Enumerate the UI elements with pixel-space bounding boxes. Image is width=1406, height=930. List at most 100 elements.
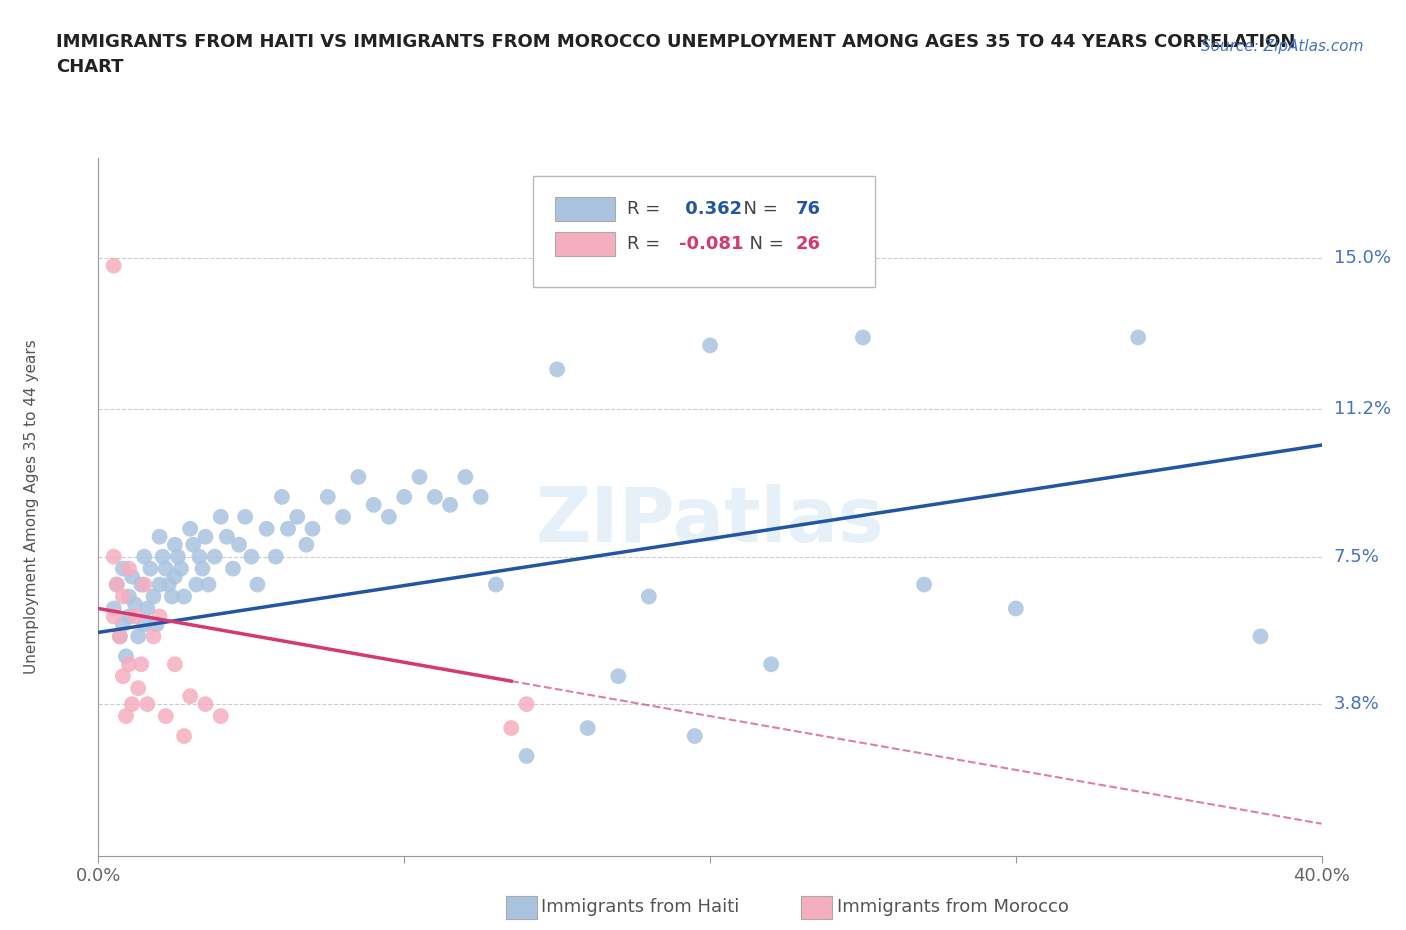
Point: [163, 538, 186, 552]
Point: [142, 629, 165, 644]
Point: [149, 529, 172, 544]
Point: [228, 538, 250, 552]
Point: [194, 697, 217, 711]
Text: Immigrants from Haiti: Immigrants from Haiti: [541, 897, 740, 916]
Point: [683, 728, 706, 743]
Point: [103, 609, 125, 624]
Point: [222, 561, 245, 576]
Text: ZIPatlas: ZIPatlas: [536, 484, 884, 558]
Text: CHART: CHART: [56, 58, 124, 75]
Text: Unemployment Among Ages 35 to 44 years: Unemployment Among Ages 35 to 44 years: [24, 339, 38, 674]
Point: [546, 362, 568, 377]
Point: [115, 649, 138, 664]
Point: [163, 657, 186, 671]
Point: [699, 338, 721, 352]
Point: [295, 538, 318, 552]
Point: [152, 550, 174, 565]
Point: [301, 522, 323, 537]
Point: [111, 669, 134, 684]
Point: [470, 489, 492, 504]
Point: [173, 589, 195, 604]
Point: [363, 498, 385, 512]
Text: N =: N =: [733, 200, 783, 218]
Point: [170, 561, 193, 576]
Point: [145, 617, 167, 631]
Point: [167, 550, 190, 565]
Point: [179, 689, 201, 704]
Point: [103, 259, 125, 273]
Point: [129, 578, 152, 592]
Point: [209, 709, 232, 724]
Point: [157, 578, 180, 592]
Point: [852, 330, 875, 345]
Point: [516, 749, 538, 764]
Point: [155, 709, 177, 724]
Point: [759, 657, 782, 671]
Point: [173, 728, 195, 743]
Point: [408, 470, 430, 485]
Point: [277, 522, 299, 537]
Text: 76: 76: [796, 200, 821, 218]
Point: [124, 597, 146, 612]
Text: R =: R =: [627, 235, 666, 253]
Point: [160, 589, 183, 604]
Point: [485, 578, 508, 592]
Point: [103, 601, 125, 616]
Point: [378, 510, 401, 525]
Point: [134, 617, 156, 631]
Point: [215, 529, 238, 544]
Point: [209, 510, 232, 525]
Text: N =: N =: [738, 235, 790, 253]
Point: [246, 578, 269, 592]
Point: [1249, 629, 1271, 644]
Point: [204, 550, 226, 565]
Point: [118, 589, 141, 604]
Point: [115, 709, 138, 724]
Point: [103, 550, 125, 565]
Point: [179, 522, 201, 537]
Point: [423, 489, 446, 504]
Point: [186, 578, 208, 592]
Point: [454, 470, 477, 485]
Point: [285, 510, 308, 525]
Text: 3.8%: 3.8%: [1334, 695, 1379, 713]
Point: [194, 529, 217, 544]
Point: [121, 569, 143, 584]
Point: [136, 697, 159, 711]
Text: 0.362: 0.362: [679, 200, 742, 218]
Point: [576, 721, 599, 736]
FancyBboxPatch shape: [533, 176, 875, 287]
Point: [637, 589, 661, 604]
Point: [111, 589, 134, 604]
Point: [142, 589, 165, 604]
Point: [181, 538, 204, 552]
Point: [129, 657, 152, 671]
Text: R =: R =: [627, 200, 666, 218]
Point: [516, 697, 538, 711]
Point: [163, 569, 186, 584]
Text: Source: ZipAtlas.com: Source: ZipAtlas.com: [1201, 39, 1364, 54]
Point: [264, 550, 287, 565]
Point: [149, 578, 172, 592]
Point: [105, 578, 128, 592]
Point: [121, 697, 143, 711]
Point: [134, 578, 156, 592]
Point: [136, 601, 159, 616]
Point: [240, 550, 263, 565]
Point: [501, 721, 523, 736]
Point: [139, 561, 162, 576]
Point: [270, 489, 292, 504]
Text: IMMIGRANTS FROM HAITI VS IMMIGRANTS FROM MOROCCO UNEMPLOYMENT AMONG AGES 35 TO 4: IMMIGRANTS FROM HAITI VS IMMIGRANTS FROM…: [56, 33, 1295, 50]
FancyBboxPatch shape: [555, 232, 614, 256]
Text: 7.5%: 7.5%: [1334, 548, 1379, 565]
Text: 26: 26: [796, 235, 821, 253]
Point: [316, 489, 339, 504]
Point: [134, 550, 156, 565]
Point: [118, 561, 141, 576]
FancyBboxPatch shape: [555, 197, 614, 221]
Text: Immigrants from Morocco: Immigrants from Morocco: [837, 897, 1069, 916]
Point: [108, 629, 131, 644]
Point: [191, 561, 214, 576]
Point: [332, 510, 354, 525]
Point: [1004, 601, 1026, 616]
